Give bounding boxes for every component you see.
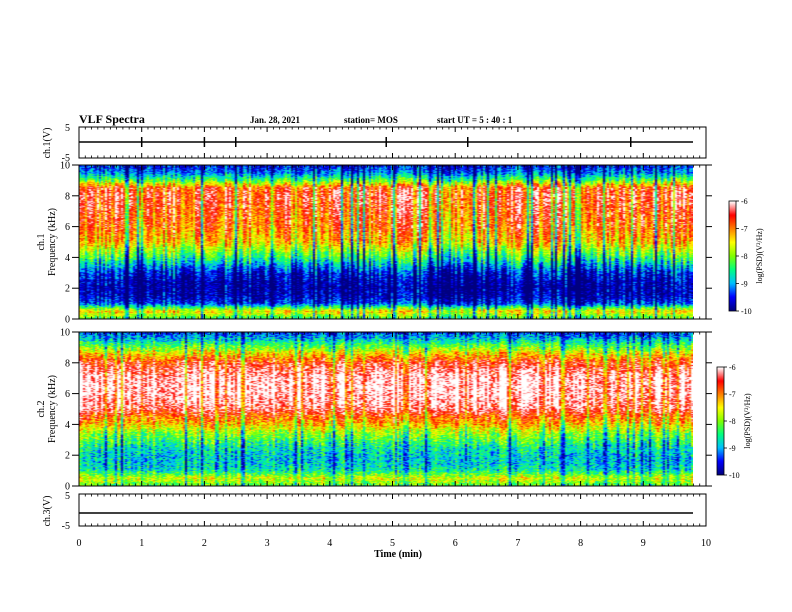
ch1-ytick-top: 5	[65, 123, 70, 134]
figure-title: VLF Spectra	[79, 112, 145, 126]
ch1-frequency-label: Frequency (kHz)	[47, 208, 58, 276]
frequency-tick-label: 0	[65, 482, 70, 493]
ch1-spectrogram-yticks: 0 2 4 6 8 10	[60, 161, 712, 326]
ch3-ytick-top: 5	[65, 491, 70, 502]
colorbar-tick-label: -6	[741, 197, 748, 206]
time-tick-label: 7	[515, 538, 520, 549]
ch1-spectrogram-panel: 0 2 4 6 8 10 ch.1 Frequency (kHz)	[36, 161, 712, 326]
frequency-tick-label: 0	[65, 315, 70, 326]
time-tick-label: 10	[701, 538, 711, 549]
colorbar-tick-label: -7	[729, 390, 736, 399]
time-tick-label: 6	[453, 538, 458, 549]
ch1-colorbar: -6 -7 -8 -9 -10 log(PSD)(V²/Hz)	[728, 197, 764, 316]
ch2-frequency-label: Frequency (kHz)	[47, 375, 58, 443]
ch2-colorbar-ticks: -6 -7 -8 -9 -10	[724, 363, 740, 480]
ch3-ytick-bottom: -5	[62, 521, 70, 532]
frequency-tick-label: 2	[65, 451, 70, 462]
ch2-colorbar: -6 -7 -8 -9 -10 log(PSD)(V²/Hz)	[716, 363, 752, 480]
ch1-spectrogram-image	[79, 165, 693, 319]
frequency-tick-label: 8	[65, 191, 70, 202]
ch3-waveform-ylabel: ch.3(V)	[42, 496, 53, 527]
station-label: station= MOS	[344, 115, 398, 125]
date-label: Jan. 28, 2021	[250, 115, 301, 125]
frequency-tick-label: 10	[60, 328, 70, 339]
time-tick-label: 4	[327, 538, 332, 549]
time-tick-label: 2	[202, 538, 207, 549]
frequency-tick-label: 8	[65, 358, 70, 369]
ch1-channel-label: ch.1	[36, 234, 47, 251]
ch2-spectrogram-image	[79, 332, 693, 486]
colorbar-tick-label: -10	[729, 471, 740, 480]
time-tick-label: 3	[265, 538, 270, 549]
colorbar-tick-label: -8	[741, 252, 748, 261]
ch1-waveform-ylabel: ch.1(V)	[42, 128, 53, 159]
frequency-tick-label: 4	[65, 420, 70, 431]
start-time-label: start UT = 5 : 40 : 1	[437, 115, 513, 125]
ch2-channel-label: ch.2	[36, 401, 47, 418]
time-tick-label: 8	[578, 538, 583, 549]
ch1-colorbar-label: log(PSD)(V²/Hz)	[755, 228, 764, 284]
time-axis-ticks	[78, 127, 707, 526]
time-axis-label: Time (min)	[374, 549, 422, 560]
frequency-tick-label: 10	[60, 161, 70, 172]
frequency-tick-label: 4	[65, 253, 70, 264]
ch1-colorbar-ticks: -6 -7 -8 -9 -10	[736, 197, 752, 316]
ch2-colorbar-gradient	[717, 367, 724, 475]
frequency-tick-label: 6	[65, 389, 70, 400]
ch2-spectrogram-panel: 0 2 4 6 8 10 ch.2 Frequency (kHz)	[36, 328, 712, 493]
ch1-colorbar-gradient	[729, 201, 736, 311]
colorbar-tick-label: -9	[741, 280, 748, 289]
time-tick-label: 1	[139, 538, 144, 549]
time-tick-label: 0	[77, 538, 82, 549]
ch3-waveform-frame	[78, 493, 707, 527]
time-tick-label: 5	[390, 538, 395, 549]
ch2-colorbar-label: log(PSD)(V²/Hz)	[743, 393, 752, 449]
colorbar-tick-label: -8	[729, 417, 736, 426]
time-tick-label: 9	[641, 538, 646, 549]
ch3-waveform-panel: 5 -5 ch.3(V)	[42, 491, 707, 532]
ch1-ytick-bottom: -5	[62, 153, 70, 164]
frequency-tick-label: 6	[65, 222, 70, 233]
colorbar-tick-label: -6	[729, 363, 736, 372]
ch2-spectrogram-yticks: 0 2 4 6 8 10	[60, 328, 712, 493]
colorbar-tick-label: -9	[729, 444, 736, 453]
ch1-waveform-spikes	[140, 137, 632, 147]
ch1-waveform-panel: 5 -5 ch.1(V)	[42, 123, 707, 164]
frequency-tick-label: 2	[65, 284, 70, 295]
colorbar-tick-label: -10	[741, 307, 752, 316]
time-axis-tick-labels: 0 1 2 3 4 5 6 7 8 9 10	[77, 538, 712, 549]
colorbar-tick-label: -7	[741, 225, 748, 234]
